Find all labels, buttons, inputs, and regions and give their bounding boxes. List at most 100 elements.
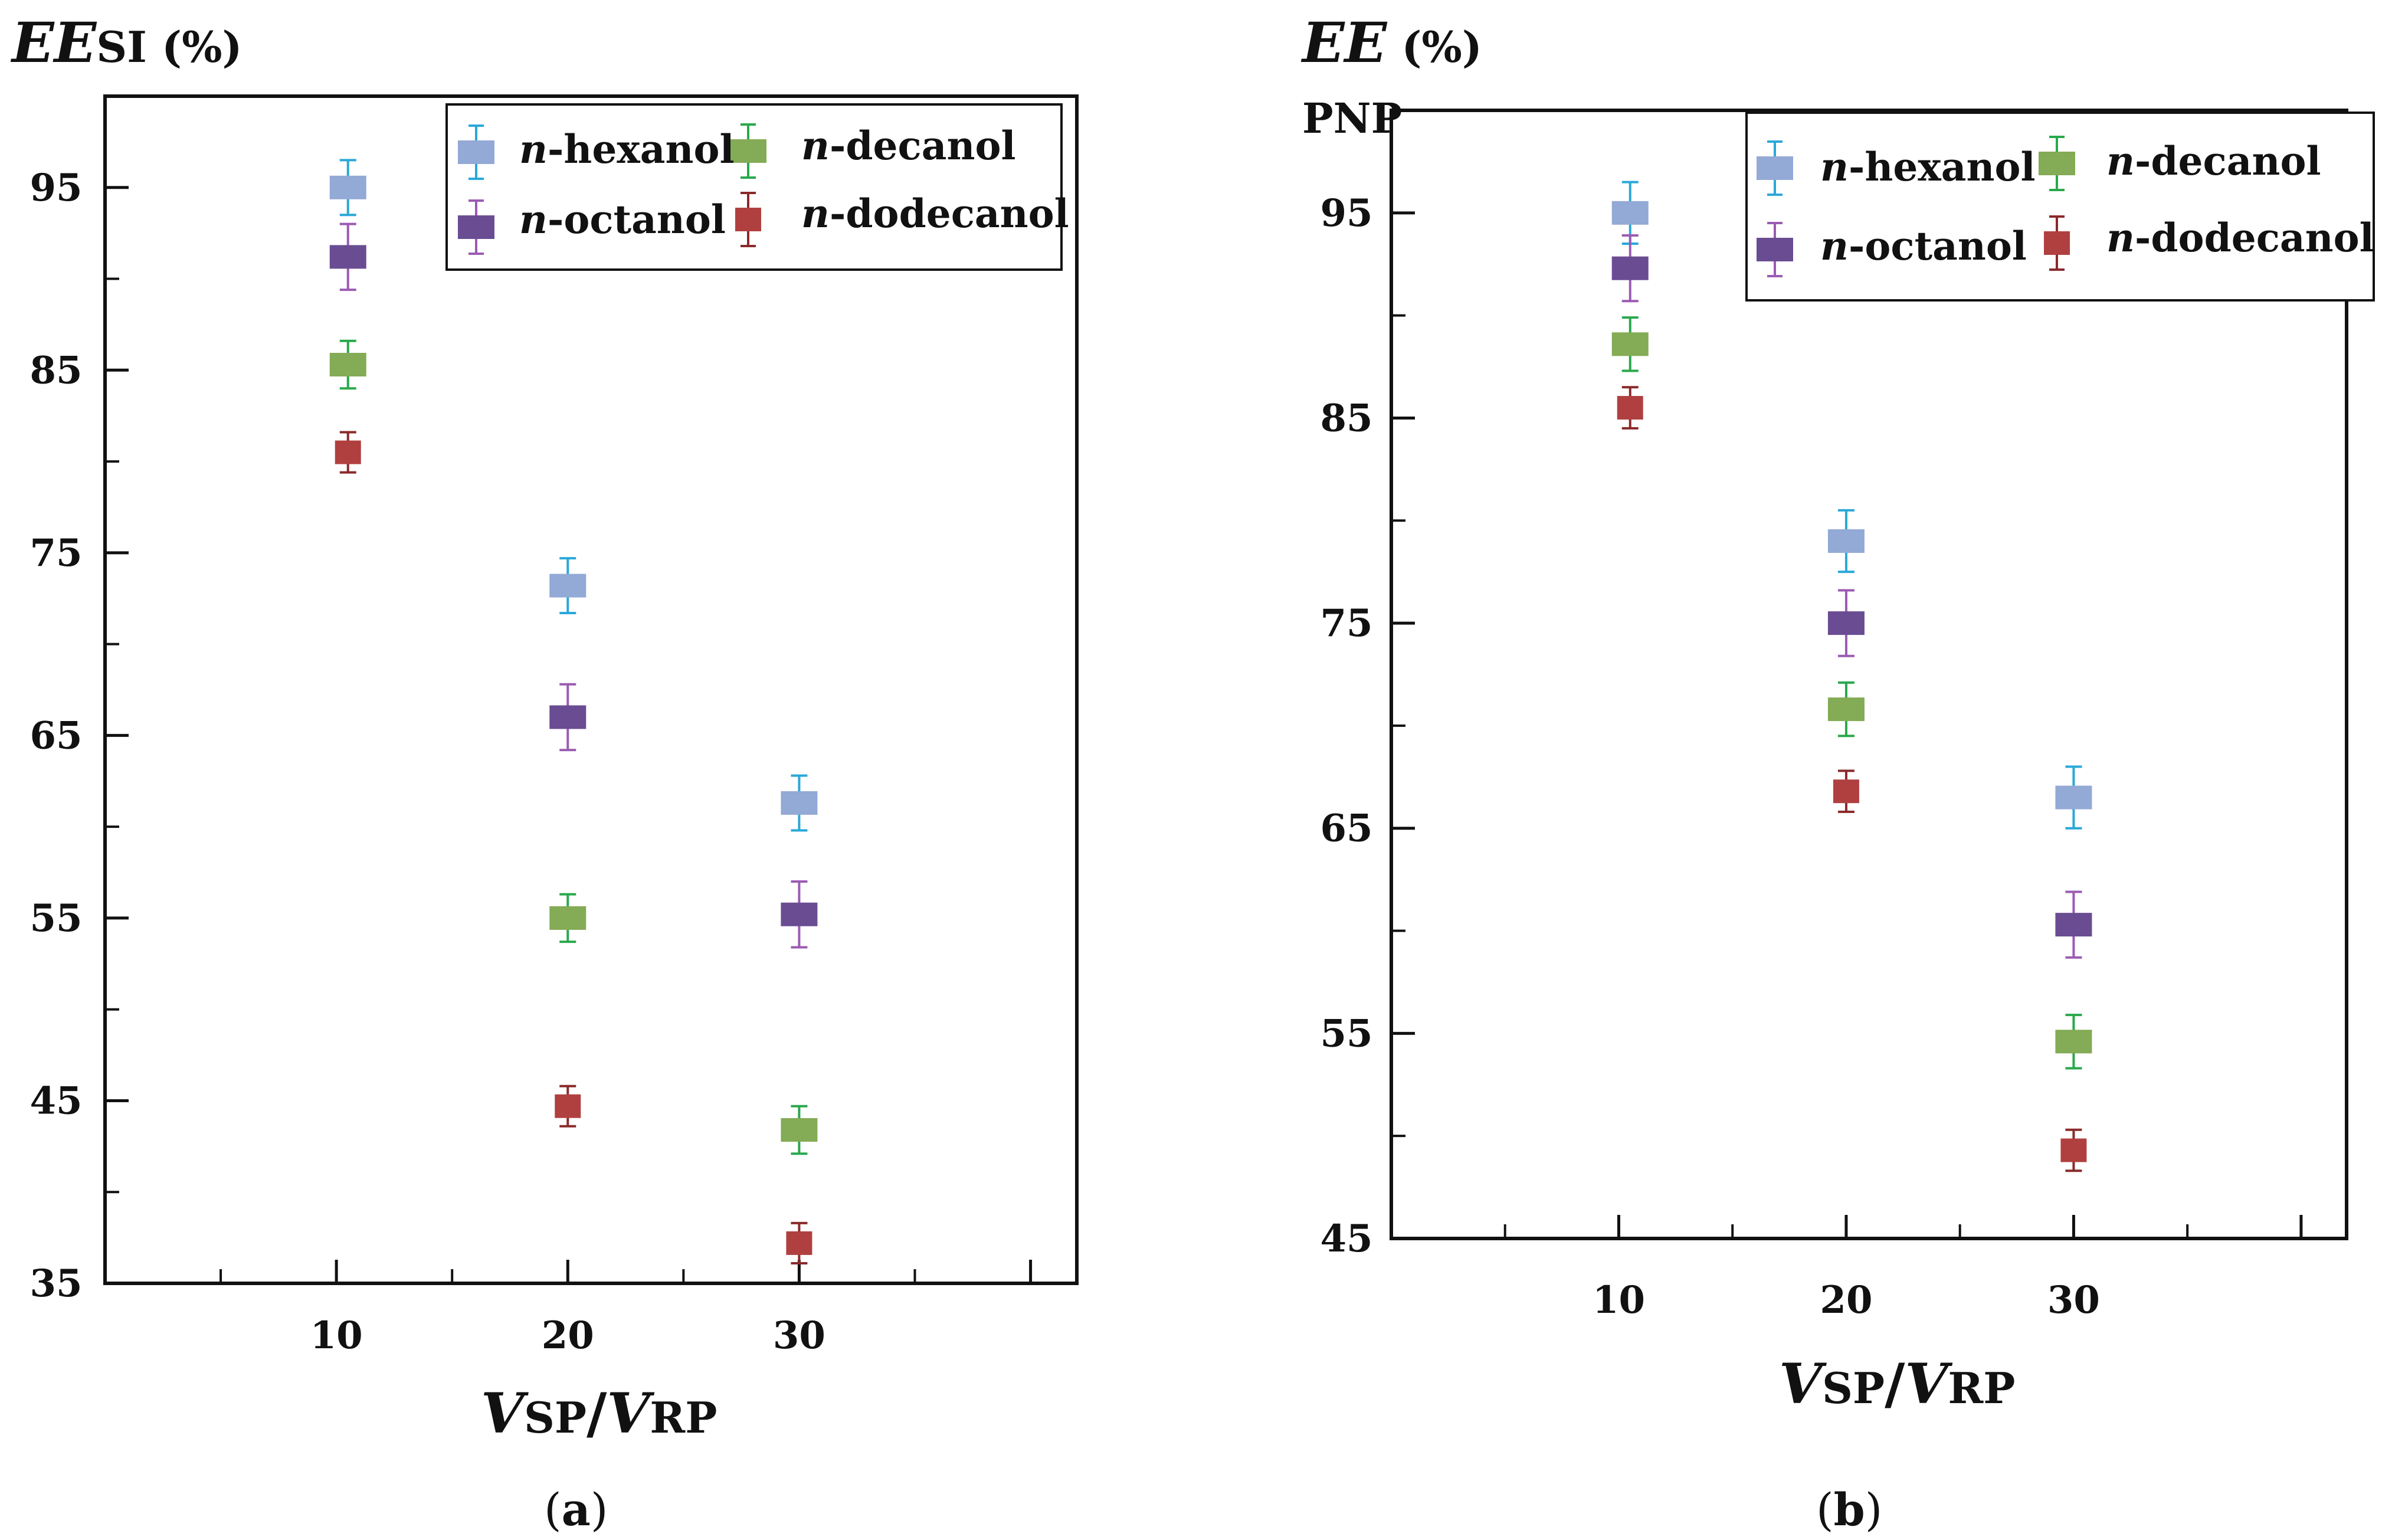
legend-a-label-dodecanol: n-dodecanol	[801, 191, 1069, 237]
legend-swatch-a-octanol	[458, 215, 494, 239]
marker-b-hexanol-10	[1611, 201, 1649, 225]
point-b-decanol-30	[2055, 1014, 2092, 1070]
marker-b-dodecanol-20	[1833, 779, 1859, 804]
legend-b-label-dodecanol-name: -dodecanol	[2135, 215, 2374, 261]
x-tick-label-a-10: 10	[310, 1313, 363, 1358]
panel-b-caption-letter: b	[1834, 1483, 1865, 1536]
legend-b-label-decanol: n-decanol	[2106, 138, 2321, 184]
legend-a-label-hexanol: n-hexanol	[519, 126, 735, 172]
marker-a-dodecanol-20	[555, 1094, 581, 1118]
point-a-dodecanol-30	[786, 1221, 812, 1264]
panel-b-caption-close: )	[1865, 1483, 1883, 1536]
legend-marker-b-octanol	[1757, 222, 1793, 277]
legend-b-label-hexanol-prefix: n	[1820, 144, 1849, 190]
y-tick-label-b-75: 75	[1320, 601, 1372, 646]
y-tick-label-b-95: 95	[1320, 191, 1372, 235]
legend-b-label-dodecanol: n-dodecanol	[2106, 215, 2374, 261]
point-b-decanol-10	[1611, 316, 1649, 372]
y-tick-label-a-35: 35	[30, 1262, 82, 1306]
marker-a-hexanol-20	[549, 574, 586, 598]
marker-b-dodecanol-10	[1617, 396, 1643, 420]
y-axis-title-b-main: EE	[1300, 11, 1388, 76]
legend-b: n-hexanol n-octanol n-decanol n-dodecano…	[1745, 112, 2375, 302]
legend-a-label-hexanol-prefix: n	[519, 126, 548, 172]
x-axis-title-a-v1: V	[481, 1381, 529, 1446]
legend-a-label-dodecanol-prefix: n	[801, 191, 830, 237]
marker-b-octanol-30	[2055, 913, 2092, 937]
legend-b-label-octanol-name: -octanol	[1849, 223, 2027, 269]
legend-marker-b-dodecanol	[2044, 215, 2070, 271]
point-b-hexanol-10	[1611, 181, 1649, 245]
legend-a: n-hexanol n-octanol n-decanol n-dodecano…	[445, 103, 1069, 271]
point-b-octanol-10	[1611, 234, 1649, 303]
marker-a-decanol-20	[549, 906, 586, 930]
legend-a-markers	[458, 123, 766, 255]
y-axis-b: 95 85 75 65 55 45	[1320, 191, 1415, 1261]
legend-b-label-hexanol-name: -hexanol	[1849, 144, 2036, 190]
legend-swatch-a-hexanol	[458, 140, 494, 164]
y-axis-title-b-sub: PNP	[1302, 94, 1402, 143]
y-tick-label-b-65: 65	[1320, 807, 1372, 851]
legend-b-label-decanol-prefix: n	[2106, 138, 2135, 184]
legend-a-label-decanol-prefix: n	[801, 123, 830, 169]
legend-b-label-dodecanol-prefix: n	[2106, 215, 2135, 261]
x-tick-label-a-20: 20	[542, 1313, 594, 1358]
point-b-hexanol-20	[1827, 509, 1865, 574]
point-a-hexanol-20	[549, 557, 586, 614]
y-tick-label-a-75: 75	[30, 531, 82, 575]
legend-b-label-octanol: n-octanol	[1820, 223, 2027, 269]
x-axis-title-a-v2: V	[607, 1381, 654, 1446]
plot-area-a	[103, 94, 1079, 1285]
panel-b-caption-open: (	[1816, 1483, 1834, 1536]
point-a-decanol-30	[781, 1105, 818, 1155]
data-points-a	[329, 159, 818, 1264]
marker-a-octanol-20	[549, 705, 586, 729]
y-axis-a: 95 85 75 65 55 45 35	[30, 166, 129, 1306]
y-tick-label-a-95: 95	[30, 166, 82, 210]
y-axis-title-a-main: EE	[10, 11, 97, 76]
legend-swatch-b-dodecanol	[2044, 231, 2070, 255]
marker-b-decanol-30	[2055, 1030, 2092, 1054]
x-axis-title-a-sub2: RP	[650, 1392, 717, 1443]
y-axis-title-b: EE (%)	[1300, 11, 1482, 76]
legend-swatch-a-dodecanol	[735, 208, 761, 231]
y-tick-label-a-45: 45	[30, 1079, 82, 1123]
x-axis-title-b: VSP/VRP	[1779, 1352, 2015, 1417]
x-axis-title-b-slash: /	[1885, 1352, 1905, 1417]
marker-a-octanol-10	[329, 245, 366, 269]
x-axis-a: 10 20 30	[219, 1260, 1033, 1358]
legend-b-label-octanol-prefix: n	[1820, 223, 1849, 269]
point-a-decanol-20	[549, 893, 586, 943]
marker-b-hexanol-30	[2055, 785, 2092, 810]
point-b-hexanol-30	[2055, 765, 2092, 830]
marker-a-decanol-10	[329, 353, 366, 377]
x-axis-title-a-sub1: SP	[524, 1392, 586, 1443]
point-b-dodecanol-20	[1833, 769, 1859, 813]
legend-marker-a-octanol	[458, 199, 494, 255]
x-axis-title-a: VSP/VRP	[481, 1381, 717, 1446]
point-a-octanol-30	[781, 880, 818, 949]
y-tick-label-b-45: 45	[1320, 1217, 1372, 1261]
legend-a-label-octanol-prefix: n	[519, 196, 548, 243]
point-a-hexanol-10	[329, 159, 366, 217]
marker-a-hexanol-30	[781, 791, 818, 815]
marker-b-hexanol-20	[1827, 529, 1865, 553]
point-b-octanol-20	[1827, 589, 1865, 657]
marker-a-hexanol-10	[329, 175, 366, 199]
legend-b-label-hexanol: n-hexanol	[1820, 144, 2036, 190]
legend-marker-a-hexanol	[458, 124, 494, 180]
plot-area-b	[1390, 109, 2348, 1240]
x-axis-title-b-v1: V	[1779, 1352, 1827, 1417]
marker-b-decanol-20	[1827, 697, 1865, 722]
y-tick-label-a-55: 55	[30, 896, 82, 941]
legend-marker-b-decanol	[2039, 136, 2075, 191]
x-axis-title-b-sub1: SP	[1822, 1363, 1885, 1413]
legend-a-label-decanol: n-decanol	[801, 123, 1016, 169]
marker-a-dodecanol-10	[335, 440, 361, 464]
y-tick-label-b-55: 55	[1320, 1011, 1372, 1056]
point-a-decanol-10	[329, 339, 366, 390]
legend-a-label-octanol-name: -octanol	[548, 196, 726, 243]
marker-a-dodecanol-30	[786, 1231, 812, 1255]
marker-b-decanol-10	[1611, 332, 1649, 356]
